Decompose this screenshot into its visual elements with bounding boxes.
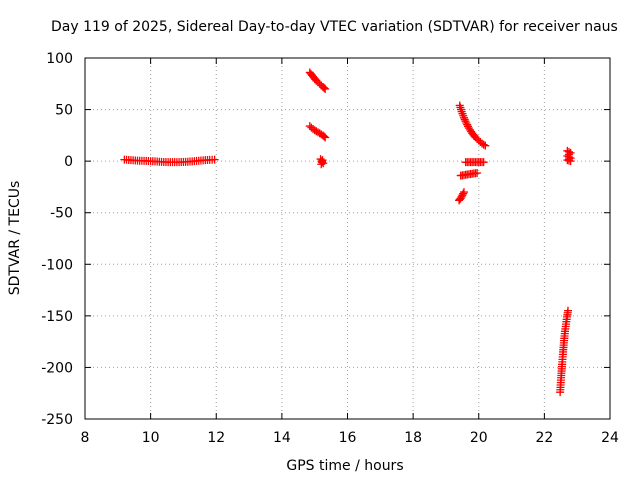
data-point-fill <box>460 115 469 124</box>
x-tick-label: 16 <box>339 430 357 446</box>
y-tick-label: -250 <box>41 412 73 428</box>
y-tick-label: -200 <box>41 360 73 376</box>
y-tick-label: 100 <box>46 51 73 67</box>
data-point-fill <box>464 122 473 131</box>
data-point <box>318 156 327 165</box>
x-tick-label: 20 <box>470 430 488 446</box>
data-point <box>321 84 330 93</box>
x-tick-labels: 8 10 12 14 16 18 20 22 24 <box>81 430 619 446</box>
data-point-fill <box>479 140 488 149</box>
x-tick-label: 22 <box>535 430 553 446</box>
y-axis-label: SDTVAR / TECUs <box>7 181 23 296</box>
x-tick-label: 10 <box>142 430 160 446</box>
x-tick-label: 14 <box>273 430 291 446</box>
data-point <box>481 141 490 150</box>
data-point <box>564 306 572 315</box>
y-tick-label: -150 <box>41 309 73 325</box>
data-point-fill <box>320 83 329 92</box>
y-tick-label: 50 <box>55 103 73 119</box>
grid <box>85 58 610 419</box>
data-point-fill <box>459 189 468 198</box>
data-point <box>321 133 330 142</box>
data-point <box>566 157 575 166</box>
data-point <box>462 118 471 127</box>
x-tick-label: 12 <box>207 430 225 446</box>
y-tick-label: -50 <box>50 206 73 222</box>
data-point-fill <box>463 120 472 129</box>
x-axis-label: GPS time / hours <box>286 458 403 474</box>
chart-title: Day 119 of 2025, Sidereal Day-to-day VTE… <box>51 19 618 35</box>
x-tick-label: 8 <box>81 430 90 446</box>
x-tick-label: 18 <box>404 430 422 446</box>
y-tick-label: 0 <box>64 154 73 170</box>
data-point-fill <box>320 132 329 141</box>
data-point <box>479 158 488 167</box>
x-tick-label: 24 <box>601 430 619 446</box>
data-point <box>459 188 468 197</box>
y-tick-labels: 100 50 0 -50 -100 -150 -200 -250 <box>41 51 73 428</box>
y-tick-label: -100 <box>41 257 73 273</box>
data-point <box>473 169 482 178</box>
data-point <box>459 113 468 122</box>
data-point <box>210 155 219 164</box>
data-points <box>120 68 575 397</box>
data-point-fill <box>461 117 470 126</box>
plot-frame <box>84 57 611 420</box>
